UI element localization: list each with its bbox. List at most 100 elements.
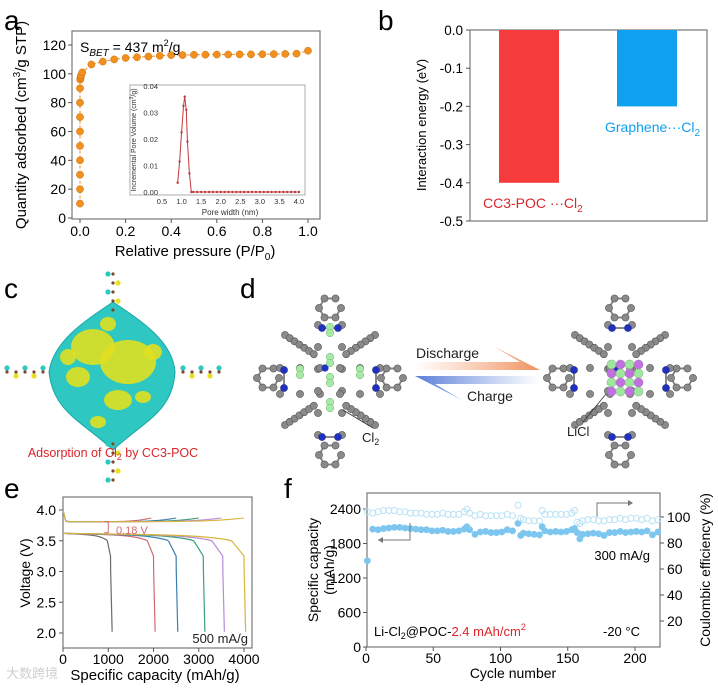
licl-cluster-atom-icon (606, 386, 617, 397)
panel-f-cycling-chart: 0 50 100 150 200 0 600 1200 1800 2400 20 40 60 80 100 (330, 492, 691, 666)
carbon-atom-icon (667, 374, 675, 382)
carbon-atom-icon (672, 364, 681, 373)
a-isotherm-point (133, 53, 141, 62)
f-ce-point (482, 512, 490, 520)
f-capacity-point (466, 526, 473, 534)
carbon-atom-icon (111, 469, 115, 473)
f-capacity-point (385, 524, 393, 532)
a-inset-point (196, 190, 199, 194)
a-inset-point (270, 190, 273, 194)
carbon-atom-icon (314, 409, 322, 417)
atom-icon (105, 271, 111, 277)
nitrogen-atom-icon (334, 324, 342, 332)
yellow-isosurface (144, 344, 162, 360)
f-capacity-point (573, 529, 581, 536)
a-inset-point (286, 190, 289, 194)
f-right-axis-arrow-icon (596, 502, 630, 517)
f-ce-point (406, 509, 414, 517)
f-ce-point (584, 516, 592, 524)
a-isotherm-point (190, 50, 198, 59)
f-capacity-point (557, 528, 565, 536)
f-capacity-point (471, 530, 479, 538)
nitrogen-atom-icon (321, 364, 329, 372)
f-ce-point (536, 517, 544, 525)
carbon-atom-icon (336, 364, 344, 372)
licl-cluster-atom-icon (606, 359, 617, 370)
carbon-atom-icon (208, 370, 212, 374)
e-discharge-curve-4000 (62, 532, 247, 632)
f-capacity-point (487, 529, 495, 536)
e-discharge-curve-1000 (62, 532, 113, 632)
a-x-tick-label: 1.0 (298, 223, 318, 239)
a-x-tick-label: 0.4 (161, 223, 181, 239)
d-discharge-label: Discharge (416, 345, 479, 361)
a-y-tick-label: 20 (50, 181, 66, 197)
f-ce-point (514, 501, 522, 509)
atom-icon (115, 280, 121, 286)
a-inset-point (207, 190, 211, 194)
a-inset-frame (129, 84, 306, 196)
a-inset-point (297, 190, 301, 194)
f-capacity-point (374, 526, 382, 534)
f-capacity-point (396, 524, 404, 531)
e-x-tick-label: 1000 (93, 651, 124, 667)
b-y-tick-label: 0.0 (444, 23, 463, 38)
a-inset-point (266, 190, 269, 194)
a-inset-point (293, 190, 297, 194)
carbon-atom-icon (337, 304, 345, 312)
a-isotherm-point (224, 50, 233, 59)
panel-a-isotherm-chart: 0.0 0.2 0.4 0.6 0.8 1.0 0 20 40 60 80 100 120 0.5 1.0 1… (43, 30, 321, 239)
a-inset-point (223, 190, 226, 194)
carbon-atom-icon (689, 374, 697, 382)
nitrogen-atom-icon (662, 366, 670, 374)
yellow-isosurface (100, 340, 156, 384)
a-inset-point (250, 190, 254, 194)
b-y-tick-label: -0.2 (440, 99, 463, 114)
panel-label-e: e (4, 473, 20, 504)
f-ylabel-left-line1: Specific capacity (305, 518, 321, 622)
licl-cluster-atom-icon (624, 359, 635, 370)
atom-icon (105, 477, 111, 483)
a-isotherm-point (76, 142, 84, 150)
licl-cluster-atom-icon (615, 377, 626, 388)
f-ylabel-left-line2: (mAh/g) (321, 545, 337, 595)
carbon-atom-icon (610, 441, 619, 450)
panel-b-bar-chart: 0.0 -0.1 -0.2 -0.3 -0.4 -0.5 (440, 23, 708, 229)
carbon-atom-icon (315, 304, 323, 312)
a-isotherm-point (258, 50, 267, 59)
carbon-atom-icon (604, 409, 612, 417)
a-isotherm-point (144, 52, 153, 61)
a-isotherm-point (76, 127, 84, 136)
carbon-atom-icon (342, 401, 351, 410)
nitrogen-atom-icon (334, 433, 342, 441)
f-ce-point (525, 517, 533, 525)
a-isotherm-point (76, 199, 84, 208)
a-isotherm-point (110, 55, 119, 64)
carbon-atom-icon (566, 390, 574, 398)
f-x-tick-label: 200 (623, 650, 647, 666)
f-capacity-point (423, 526, 430, 534)
a-isotherm-point (235, 50, 244, 59)
carbon-atom-icon (338, 343, 346, 351)
cage-molecule-illustration (253, 294, 407, 469)
carbon-atom-icon (377, 374, 385, 382)
carbon-atom-icon (382, 364, 391, 373)
licl-cluster-atom-icon (633, 359, 644, 370)
f-temperature-label: -20 °C (603, 624, 640, 639)
carbon-atom-icon (32, 370, 36, 374)
a-inset-point (246, 190, 250, 194)
carbon-atom-icon (605, 304, 613, 312)
carbon-atom-icon (336, 390, 344, 398)
carbon-atom-icon (337, 451, 345, 459)
cl2-molecule-icon (325, 378, 335, 388)
f-capacity-point (380, 525, 387, 532)
a-inset-point (219, 190, 222, 194)
discharge-arrow-icon (415, 346, 540, 370)
a-inset-xlabel: Pore width (nm) (202, 208, 259, 217)
licl-cluster-atom-icon (615, 386, 626, 397)
a-inset-point (243, 190, 246, 194)
a-isotherm-point (76, 113, 84, 121)
a-inset-point (180, 131, 183, 134)
e-discharge-curve-2500 (62, 532, 179, 632)
f-ce-point (530, 517, 538, 525)
